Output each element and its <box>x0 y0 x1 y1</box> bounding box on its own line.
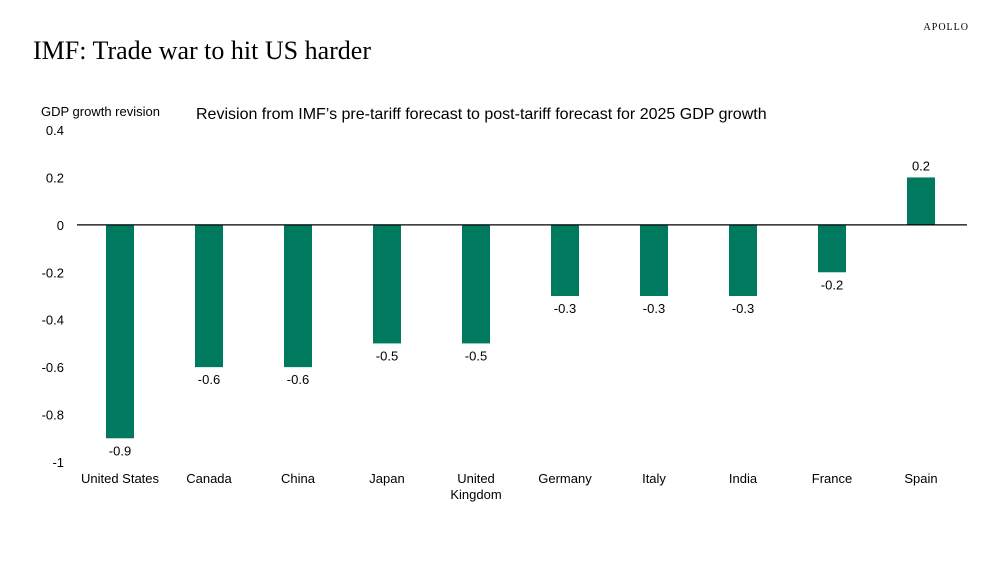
y-tick-label: -1 <box>52 455 64 470</box>
y-tick-label: 0.2 <box>46 170 64 185</box>
bar <box>551 224 579 296</box>
bar <box>729 224 757 296</box>
y-tick-label: -0.2 <box>42 265 64 280</box>
y-tick-label: 0 <box>57 218 64 233</box>
bar <box>195 224 223 368</box>
data-label: -0.3 <box>732 301 754 316</box>
data-label: -0.2 <box>821 277 843 292</box>
data-label: -0.6 <box>287 372 309 387</box>
data-label: -0.3 <box>643 301 665 316</box>
bar <box>373 224 401 344</box>
bar <box>640 224 668 296</box>
y-tick-label: -0.4 <box>42 313 64 328</box>
x-tick-label: France <box>812 471 852 486</box>
y-axis-label: GDP growth revision <box>41 104 160 119</box>
apollo-logo: APOLLO <box>923 22 969 33</box>
data-label: -0.6 <box>198 372 220 387</box>
data-label: -0.5 <box>465 348 487 363</box>
x-tick-label: Japan <box>369 471 404 486</box>
x-tick-label: United States <box>81 471 160 486</box>
data-label: -0.5 <box>376 348 398 363</box>
x-tick-label: Germany <box>538 471 592 486</box>
x-tick-label: India <box>729 471 758 486</box>
y-tick-label: -0.6 <box>42 360 64 375</box>
page-title: IMF: Trade war to hit US harder <box>33 36 371 65</box>
data-label: 0.2 <box>912 158 930 173</box>
x-tick-label: Canada <box>186 471 232 486</box>
x-tick-label: China <box>281 471 316 486</box>
y-tick-label: 0.4 <box>46 123 64 138</box>
data-label: -0.3 <box>554 301 576 316</box>
bar <box>818 224 846 273</box>
x-tick-label: Italy <box>642 471 666 486</box>
bar <box>284 224 312 368</box>
bar <box>462 224 490 344</box>
x-tick-label: Spain <box>904 471 937 486</box>
x-tick-label: United <box>457 471 495 486</box>
chart-title: Revision from IMF’s pre-tariff forecast … <box>196 106 767 123</box>
bar <box>907 177 935 225</box>
data-label: -0.9 <box>109 443 131 458</box>
y-tick-label: -0.8 <box>42 408 64 423</box>
bar <box>106 224 134 439</box>
x-tick-label: Kingdom <box>450 487 501 502</box>
